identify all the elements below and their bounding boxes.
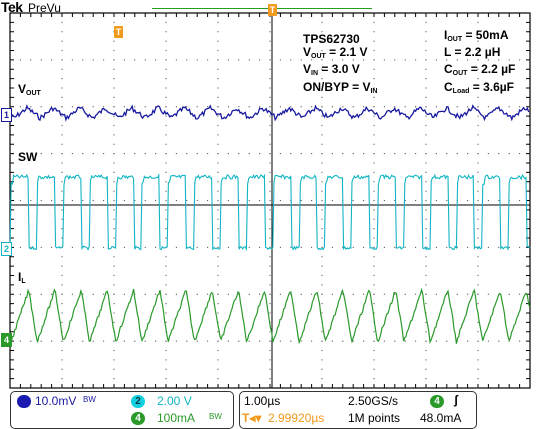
trigger-delay-readout[interactable]: 2.99920µs bbox=[268, 411, 325, 425]
ch1-scale[interactable]: 10.0mV bbox=[35, 394, 77, 408]
ch2-scale[interactable]: 2.00 V bbox=[157, 394, 192, 408]
cload-annotation: CLoad = 3.6µF bbox=[444, 80, 515, 95]
ch2-ground-marker[interactable]: 2 bbox=[1, 242, 12, 256]
ch1-ground-marker[interactable]: 1 bbox=[1, 108, 12, 122]
brand-logo: Tek bbox=[1, 0, 23, 15]
ch2-trace bbox=[9, 173, 531, 252]
status-bar: 1 10.0mV BW 2 2.00 V 4 100mA BW 1.00µs 2… bbox=[0, 389, 540, 429]
ch4-ground-marker[interactable]: 4 bbox=[1, 333, 12, 347]
record-length-readout: 1M points bbox=[348, 411, 401, 425]
inductor-annotation: L = 2.2 µH bbox=[444, 45, 501, 59]
device-label: TPS62730 bbox=[303, 32, 360, 46]
trigger-position-marker[interactable]: T bbox=[268, 4, 277, 16]
trigger-delay-icon: T◂▾ bbox=[242, 411, 262, 425]
ch2-chip[interactable]: 2 bbox=[131, 395, 145, 408]
vin-annotation: VIN = 3.0 V bbox=[303, 62, 360, 77]
il-signal-label: IL bbox=[18, 270, 26, 285]
vout-annotation: VOUT = 2.1 V bbox=[303, 45, 368, 60]
vertical-settings-box[interactable]: 1 10.0mV BW 2 2.00 V 4 100mA BW bbox=[10, 391, 234, 429]
sample-rate-readout: 2.50GS/s bbox=[348, 394, 399, 408]
onbyp-annotation: ON/BYP = VIN bbox=[303, 80, 378, 95]
trigger-time-marker[interactable]: T bbox=[114, 26, 123, 38]
vout-signal-label: VOUT bbox=[18, 82, 41, 97]
graticule-grid bbox=[9, 12, 531, 389]
sw-signal-label: SW bbox=[18, 150, 38, 164]
trigger-level-readout[interactable]: 48.0mA bbox=[420, 411, 462, 425]
ch1-chip[interactable]: 1 bbox=[17, 395, 31, 408]
horizontal-trigger-box[interactable]: 1.00µs 2.50GS/s 4 ʃ T◂▾ 2.99920µs 1M poi… bbox=[239, 391, 477, 429]
record-position-bar[interactable] bbox=[152, 8, 372, 9]
cout-annotation: COUT = 2.2 µF bbox=[444, 62, 516, 77]
iout-annotation: IOUT = 50mA bbox=[444, 28, 509, 43]
ch4-scale[interactable]: 100mA bbox=[157, 411, 196, 425]
scope-display bbox=[9, 12, 531, 389]
ch4-bw-limit: BW bbox=[209, 412, 222, 421]
ch1-bw-limit: BW bbox=[83, 395, 96, 404]
ch1-trace bbox=[9, 104, 530, 122]
trigger-slope-icon[interactable]: ʃ bbox=[454, 393, 458, 407]
trigger-source-chip[interactable]: 4 bbox=[430, 395, 444, 408]
timebase-readout[interactable]: 1.00µs bbox=[244, 394, 281, 408]
ch4-chip[interactable]: 4 bbox=[131, 412, 145, 425]
ch4-trace bbox=[9, 287, 531, 345]
acquisition-mode: PreVu bbox=[28, 1, 61, 15]
